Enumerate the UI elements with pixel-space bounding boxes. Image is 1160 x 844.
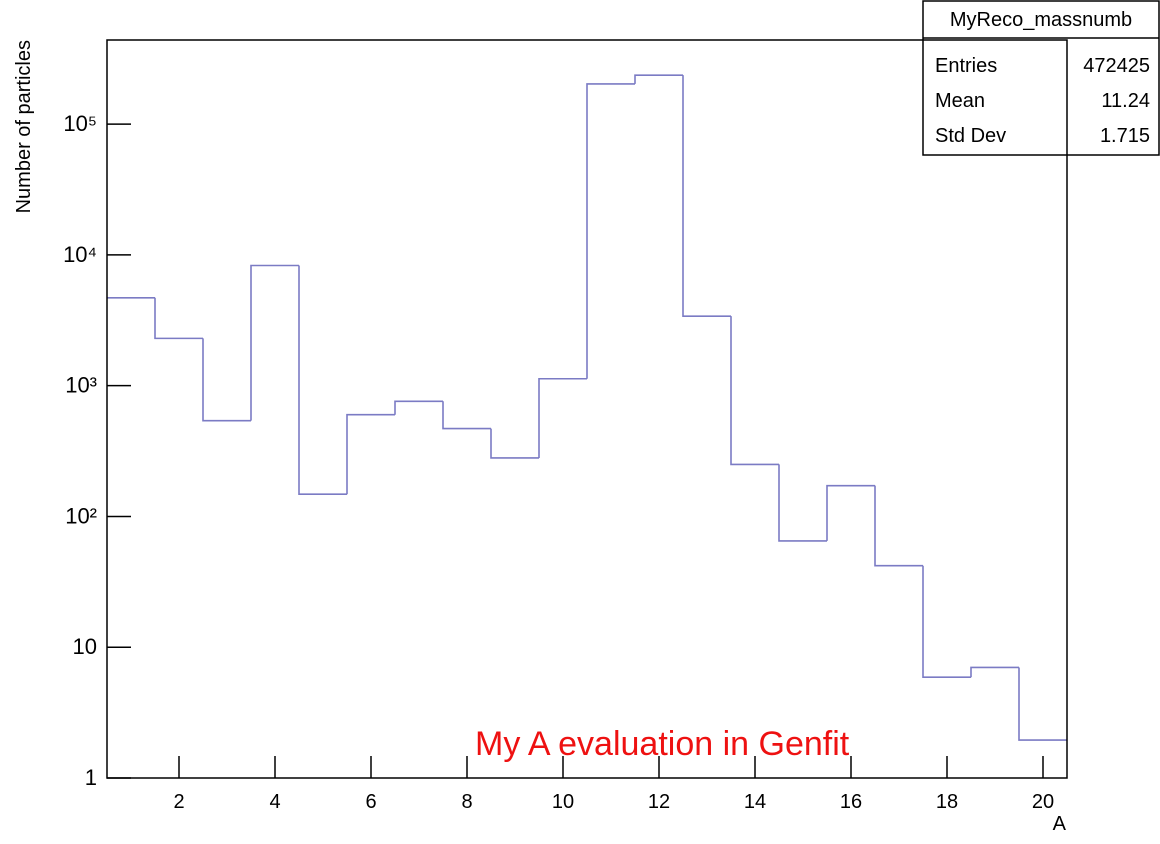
histogram-bin [250, 264, 299, 421]
histogram-bin [298, 265, 347, 495]
histogram-bin [1018, 667, 1067, 741]
histogram-bin [922, 565, 971, 678]
histogram-bin [538, 377, 587, 458]
stats-label: Std Dev [935, 125, 1006, 147]
y-axis-label: Number of particles [13, 40, 35, 213]
stats-frame [922, 0, 1160, 156]
x-tick-label: 10 [552, 791, 574, 813]
stats-value: 11.24 [1101, 90, 1150, 112]
histogram-bin [826, 484, 875, 541]
histogram-bin [202, 338, 251, 422]
y-tick-label: 10² [65, 503, 97, 528]
histogram-bin [442, 401, 491, 430]
histogram-bin [730, 316, 779, 466]
x-tick-label: 16 [840, 791, 862, 813]
histogram-bin [346, 413, 395, 495]
x-tick-label: 18 [936, 791, 958, 813]
y-tick-label: 10³ [65, 373, 97, 398]
y-tick-label: 10⁵ [63, 111, 97, 136]
stats-label: Mean [935, 90, 985, 112]
y-tick-label: 10⁴ [63, 242, 97, 267]
histogram-bin [586, 83, 635, 379]
x-tick-label: 8 [461, 791, 472, 813]
histogram-bin [970, 666, 1019, 678]
histogram-bin [154, 297, 203, 340]
histogram-bin [778, 464, 827, 542]
stats-label: Entries [935, 55, 997, 77]
annotation: My A evaluation in Genfit [475, 725, 850, 763]
x-tick-label: 14 [744, 791, 766, 813]
stats-box: MyReco_massnumb Entries 472425 Mean 11.2… [922, 0, 1160, 156]
x-tick-label: 20 [1032, 791, 1054, 813]
x-tick-label: 6 [365, 791, 376, 813]
x-axis-label: A [1053, 813, 1067, 835]
histogram-bin [634, 74, 683, 84]
stats-title: MyReco_massnumb [950, 9, 1132, 31]
y-tick-label: 1 [85, 765, 97, 790]
x-tick-label: 2 [173, 791, 184, 813]
histogram-bin [874, 485, 923, 567]
x-tick-label: 4 [269, 791, 280, 813]
stats-value: 472425 [1083, 55, 1150, 77]
y-tick-label: 10 [73, 634, 97, 659]
histogram-bin [394, 400, 443, 415]
x-tick-label: 12 [648, 791, 670, 813]
histogram-bin [490, 428, 539, 459]
plot-frame [106, 39, 1068, 779]
histogram-bin [682, 75, 731, 317]
stats-value: 1.715 [1100, 125, 1150, 147]
